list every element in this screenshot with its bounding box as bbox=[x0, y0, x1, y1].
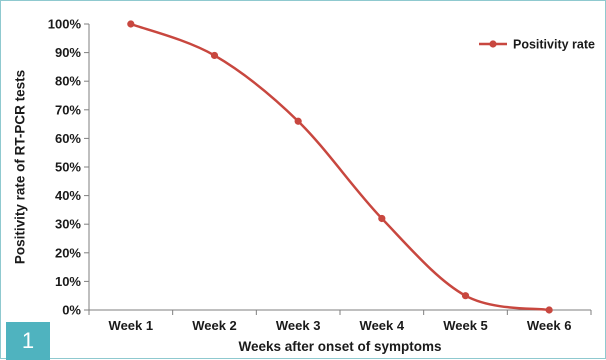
data-point bbox=[294, 117, 302, 125]
y-tick-label: 50% bbox=[55, 160, 81, 175]
legend-marker-swatch bbox=[489, 40, 497, 48]
x-tick-label: Week 4 bbox=[360, 318, 405, 333]
y-tick-label: 100% bbox=[48, 17, 82, 32]
x-tick-label: Week 2 bbox=[192, 318, 237, 333]
y-tick-label: 70% bbox=[55, 102, 81, 117]
y-axis: 0% 10% 20% 30% 40% 50% 60% 70% 80% 90% 100% bbox=[48, 17, 90, 318]
x-tick-label: Week 6 bbox=[527, 318, 572, 333]
data-point bbox=[461, 292, 470, 300]
series-layer bbox=[127, 20, 553, 314]
y-tick-label: 0% bbox=[62, 303, 81, 318]
y-tick-label: 20% bbox=[55, 245, 81, 260]
legend-label: Positivity rate bbox=[513, 38, 595, 52]
x-tick-label: Week 5 bbox=[443, 318, 488, 333]
legend: Positivity rate bbox=[479, 38, 595, 52]
data-point bbox=[210, 51, 219, 60]
data-point bbox=[545, 306, 553, 314]
y-tick-label: 30% bbox=[55, 217, 81, 232]
y-tick-label: 60% bbox=[55, 131, 81, 146]
data-point bbox=[378, 214, 386, 223]
x-axis-title: Weeks after onset of symptoms bbox=[238, 339, 441, 354]
x-axis: Week 1 Week 2 Week 3 Week 4 Week 5 Week 6 bbox=[88, 309, 592, 333]
x-tick-label: Week 3 bbox=[276, 318, 321, 333]
figure-number-badge: 1 bbox=[6, 322, 50, 360]
series-line bbox=[130, 22, 550, 312]
x-tick-label: Week 1 bbox=[109, 318, 154, 333]
y-tick-label: 90% bbox=[55, 45, 81, 60]
y-tick-label: 40% bbox=[55, 188, 81, 203]
y-tick-label: 10% bbox=[55, 274, 81, 289]
y-axis-title: Positivity rate of RT-PCR tests bbox=[13, 70, 28, 264]
y-tick-label: 80% bbox=[55, 74, 81, 89]
data-point bbox=[127, 20, 135, 28]
